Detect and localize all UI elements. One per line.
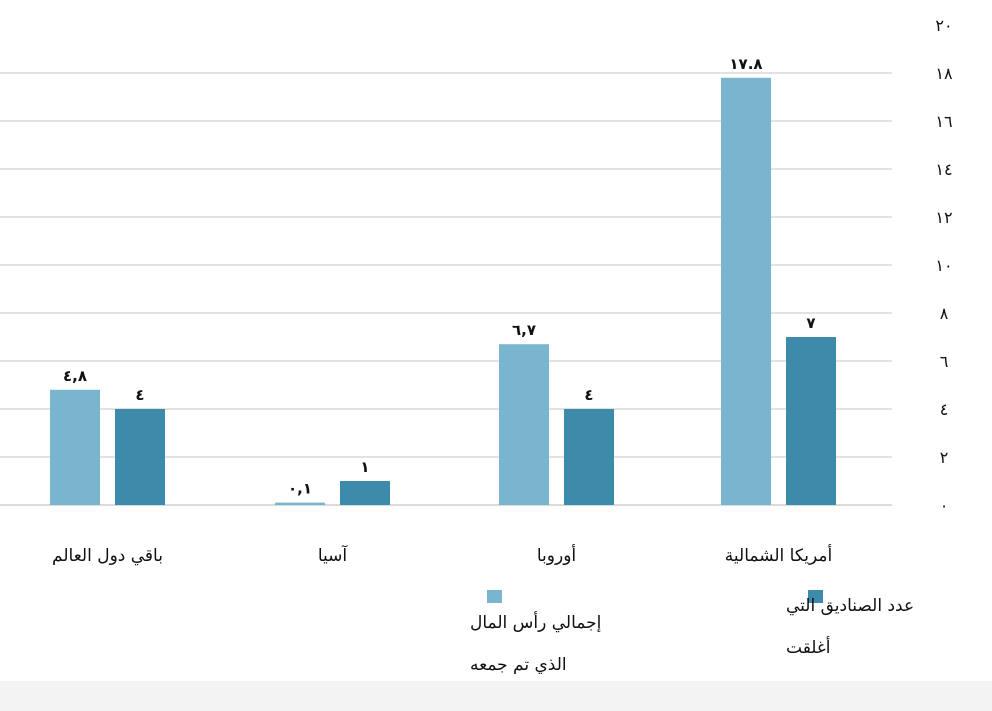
- y-tick-label: ٠: [940, 496, 949, 515]
- legend-swatch: [808, 590, 823, 603]
- y-tick-label: ١٦: [935, 112, 952, 131]
- y-tick-label: ٢٠: [935, 16, 952, 35]
- y-tick-label: ٤: [940, 400, 949, 419]
- data-label: ٤: [584, 386, 593, 404]
- bar: [115, 409, 165, 505]
- category-labels: أمريكا الشمالية أوروبا آسيا باقي دول العالم: [52, 544, 832, 566]
- data-label: ٧: [806, 314, 815, 332]
- legend-label: الذي تم جمعه: [470, 655, 567, 675]
- y-tick-label: ١٠: [935, 256, 952, 275]
- legend: عدد الصناديق التي أغلقت إجمالي رأس المال ال…: [470, 590, 914, 675]
- legend-swatch: [487, 590, 502, 603]
- bar: [721, 77, 771, 506]
- bar: [564, 409, 614, 505]
- y-tick-label: ٢: [940, 448, 949, 467]
- category-label: أمريكا الشمالية: [725, 544, 832, 566]
- category-label: أوروبا: [537, 544, 576, 566]
- data-label: ١٧.٨: [729, 55, 762, 73]
- bar: [275, 502, 325, 505]
- data-label: ٤,٨: [63, 367, 87, 385]
- footer-band: [0, 681, 992, 711]
- data-label: ٤: [135, 386, 144, 404]
- y-axis-tick-labels: ٠ ٢ ٤ ٦ ٨ ١٠ ١٢ ١٤ ١٦ ١٨ ٢٠: [935, 16, 953, 515]
- legend-label: إجمالي رأس المال: [470, 611, 601, 633]
- category-label: باقي دول العالم: [52, 546, 163, 566]
- bars: [50, 77, 836, 506]
- data-label: ٦,٧: [512, 321, 536, 339]
- y-tick-label: ١٨: [935, 64, 953, 83]
- y-tick-label: ٦: [940, 352, 949, 371]
- bar: [499, 344, 549, 505]
- y-tick-label: ٨: [940, 304, 949, 323]
- data-label: ٠,١: [288, 480, 312, 498]
- legend-label: عدد الصناديق التي: [786, 596, 914, 616]
- bar: [340, 481, 390, 505]
- category-label: آسيا: [318, 544, 349, 566]
- data-labels: ١٧.٨ ٧ ٦,٧ ٤ ٠,١ ١ ٤,٨ ٤: [63, 55, 816, 498]
- bar: [786, 337, 836, 505]
- data-label: ١: [360, 458, 369, 476]
- y-tick-label: ١٤: [935, 160, 952, 179]
- y-tick-label: ١٢: [935, 208, 952, 227]
- legend-label: أغلقت: [786, 636, 831, 658]
- bar: [50, 389, 100, 505]
